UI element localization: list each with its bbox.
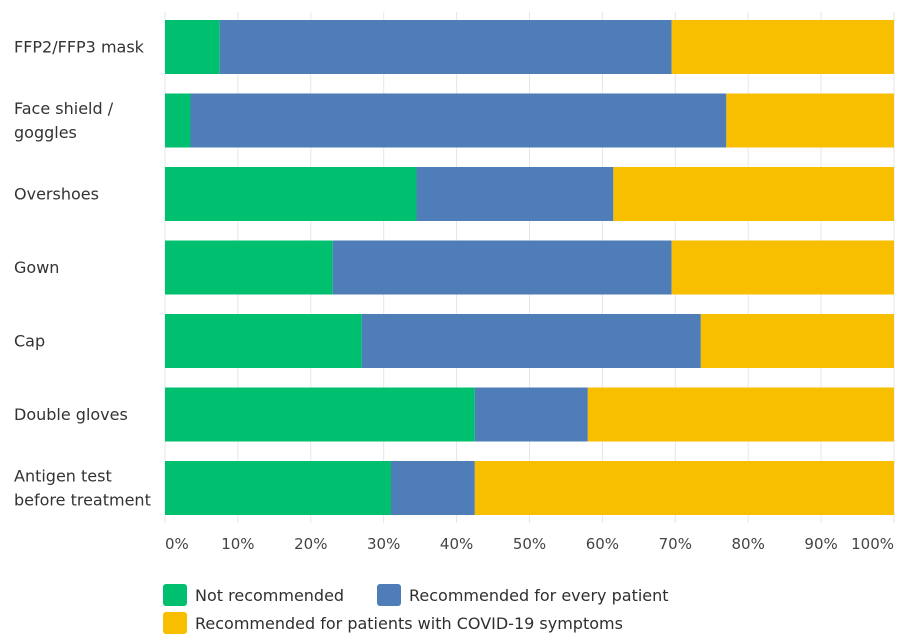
category-label-line: Double gloves — [14, 405, 128, 424]
legend-swatch — [377, 584, 401, 606]
x-tick-label: 10% — [221, 535, 254, 553]
bar-segment — [165, 20, 220, 74]
x-tick-label: 40% — [440, 535, 473, 553]
x-tick-label: 0% — [165, 535, 189, 553]
bar-segment — [332, 240, 672, 295]
bar-segment — [165, 93, 191, 148]
bar-segment — [165, 387, 475, 442]
x-tick-label: 20% — [294, 535, 327, 553]
bar-segment — [587, 387, 894, 442]
legend-label: Not recommended — [195, 585, 345, 605]
bar-segment — [474, 461, 894, 515]
category-label: Gown — [14, 258, 59, 277]
category-label: FFP2/FFP3 mask — [14, 38, 145, 57]
bar-segment — [726, 93, 894, 148]
bar-segment — [613, 167, 894, 221]
stacked-bar-chart: FFP2/FFP3 mask Face shield / goggles Oversh… — [14, 12, 895, 553]
category-label: Overshoes — [14, 185, 99, 204]
category-label-line: Antigen test — [14, 467, 112, 486]
category-label-line: Face shield / — [14, 99, 114, 118]
x-axis-tick-labels: 0% 10% 20% 30% 40% 50% 60% 70% 80% 90% 100% — [165, 535, 894, 553]
bar-segment — [671, 20, 894, 74]
legend-item-recommended-covid-symptoms: Recommended for patients with COVID-19 s… — [163, 612, 623, 634]
category-label: Face shield / goggles — [14, 99, 114, 142]
bar-segment — [165, 314, 362, 368]
legend-swatch — [163, 584, 187, 606]
legend-label: Recommended for every patient — [409, 585, 669, 605]
bar-segment — [165, 167, 417, 221]
x-tick-label: 30% — [367, 535, 400, 553]
x-tick-label: 50% — [513, 535, 546, 553]
bar-segment — [390, 461, 475, 515]
bar-segment — [165, 240, 333, 295]
category-label-line: Gown — [14, 258, 59, 277]
bar-segment — [165, 461, 391, 515]
category-label-line: before treatment — [14, 491, 151, 510]
category-label-line: Overshoes — [14, 185, 99, 204]
bar-segment — [190, 93, 727, 148]
legend-label: Recommended for patients with COVID-19 s… — [195, 613, 623, 633]
category-labels: FFP2/FFP3 mask Face shield / goggles Oversh… — [14, 38, 151, 510]
bar-segment — [361, 314, 701, 368]
x-tick-label: 80% — [732, 535, 765, 553]
x-tick-label: 60% — [586, 535, 619, 553]
category-label: Double gloves — [14, 405, 128, 424]
bar-segment — [700, 314, 894, 368]
bar-segment — [416, 167, 614, 221]
bar-segment — [219, 20, 672, 74]
bars — [165, 20, 894, 515]
category-label-line: FFP2/FFP3 mask — [14, 38, 145, 57]
bar-segment — [474, 387, 588, 442]
category-label-line: Cap — [14, 332, 45, 351]
bar-segment — [671, 240, 894, 295]
legend-item-not-recommended: Not recommended — [163, 584, 344, 606]
x-tick-label: 90% — [804, 535, 837, 553]
x-tick-label: 70% — [659, 535, 692, 553]
category-label: Cap — [14, 332, 45, 351]
category-label-line: goggles — [14, 123, 77, 142]
x-tick-label: 100% — [851, 535, 894, 553]
legend-swatch — [163, 612, 187, 634]
legend-item-recommended-every-patient: Recommended for every patient — [377, 584, 669, 606]
category-label: Antigen test before treatment — [14, 467, 151, 510]
